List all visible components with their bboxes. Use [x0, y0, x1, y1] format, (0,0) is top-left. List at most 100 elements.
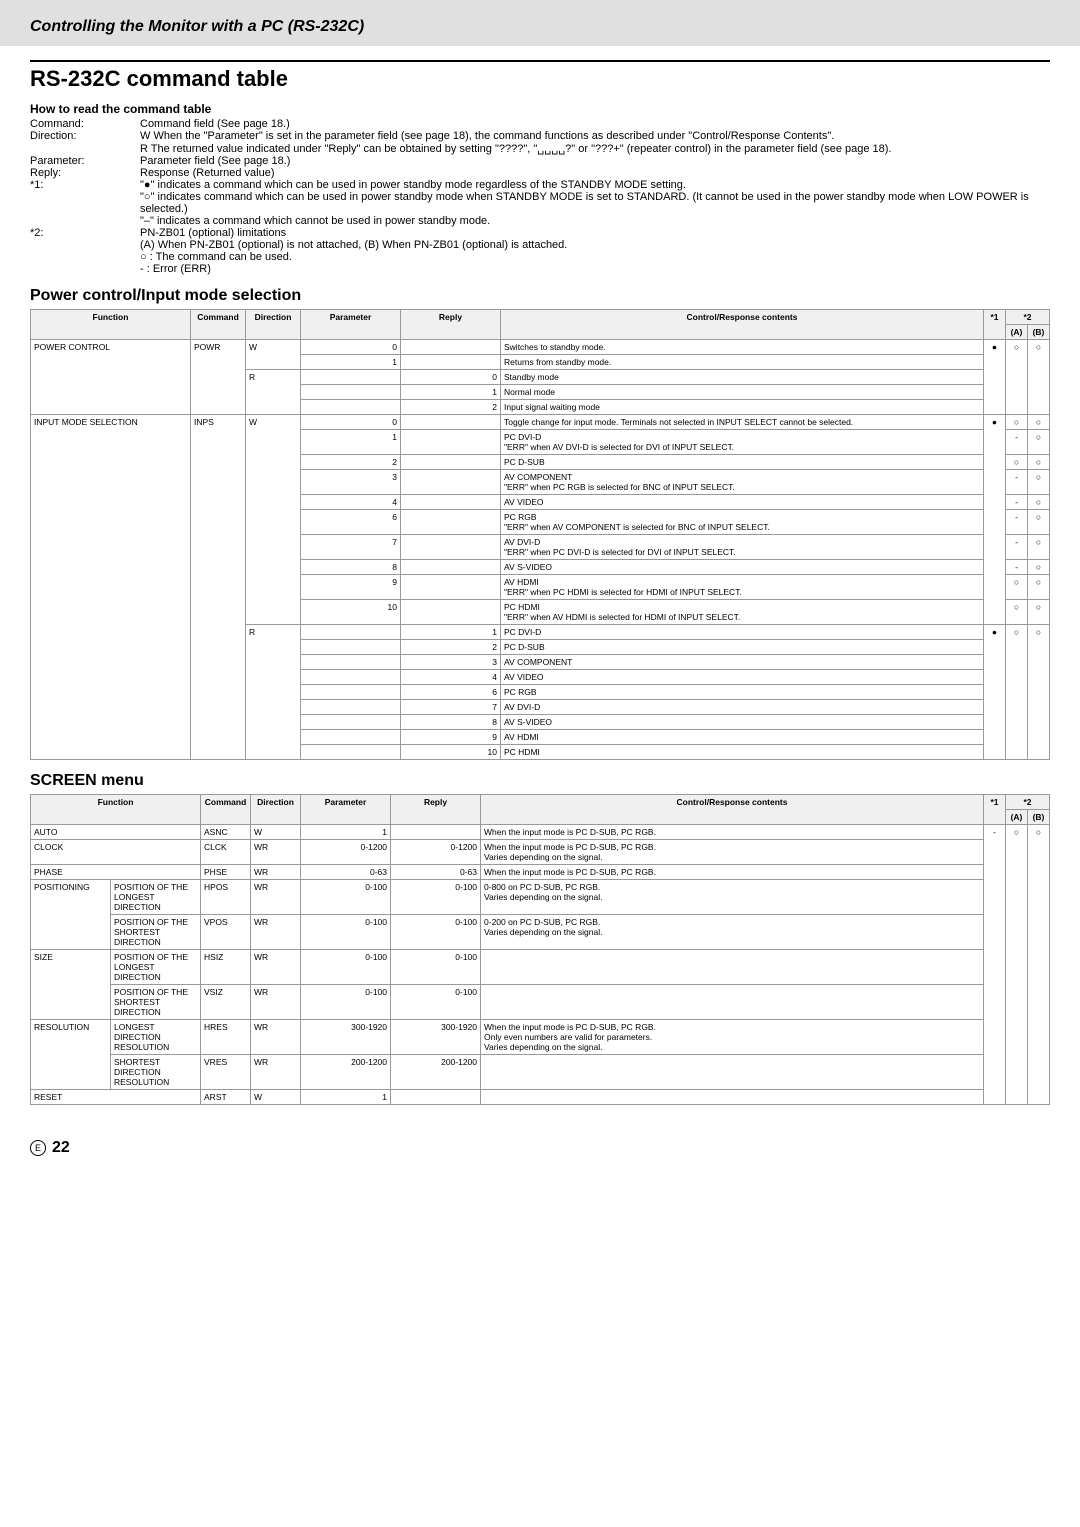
def-val: Command field (See page 18.) — [140, 118, 1050, 130]
cell: ○ — [1005, 600, 1027, 625]
cell — [301, 745, 401, 760]
cell: 7 — [301, 535, 401, 560]
cell: Normal mode — [501, 385, 984, 400]
def-val: ○ : The command can be used. — [140, 251, 1050, 263]
cell: ○ — [1027, 600, 1049, 625]
cell: 0-1200 — [301, 840, 391, 865]
cell — [301, 370, 401, 385]
cell — [301, 655, 401, 670]
cell: POSITIONING — [31, 880, 111, 950]
th-command: Command — [201, 795, 251, 825]
th-function: Function — [31, 795, 201, 825]
cell — [301, 715, 401, 730]
def-label: *2: — [30, 227, 140, 239]
cell: WR — [251, 1055, 301, 1090]
cell: AV VIDEO — [501, 670, 984, 685]
table-row: PHASE PHSEWR 0-630-63 When the input mod… — [31, 865, 1050, 880]
th-b: (B) — [1027, 810, 1049, 825]
th-command: Command — [191, 310, 246, 340]
th-s1: *1 — [983, 310, 1005, 340]
cell — [401, 415, 501, 430]
cell: HSIZ — [201, 950, 251, 985]
cell: INPUT MODE SELECTION — [31, 415, 191, 760]
def-val: Response (Returned value) — [140, 167, 1050, 179]
cell: POSITION OF THE SHORTEST DIRECTION — [111, 985, 201, 1020]
cell: 200-1200 — [301, 1055, 391, 1090]
cell: Input signal waiting mode — [501, 400, 984, 415]
cell: 0-100 — [301, 985, 391, 1020]
content: RS-232C command table How to read the co… — [0, 60, 1080, 1125]
cell: 1 — [301, 430, 401, 455]
cell: 0 — [301, 415, 401, 430]
screen-table: Function Command Direction Parameter Rep… — [30, 794, 1050, 1105]
cell: ○ — [1027, 560, 1049, 575]
cell — [301, 625, 401, 640]
cell: ○ — [1027, 495, 1049, 510]
th-direction: Direction — [251, 795, 301, 825]
cell — [401, 455, 501, 470]
cell: ASNC — [201, 825, 251, 840]
cell: 1 — [301, 355, 401, 370]
cell: ● — [983, 625, 1005, 760]
cell: POWR — [191, 340, 246, 415]
cell: WR — [251, 985, 301, 1020]
cell: PC D-SUB — [501, 640, 984, 655]
howto-title: How to read the command table — [30, 102, 1050, 116]
cell: 4 — [401, 670, 501, 685]
table-row: RESOLUTION LONGEST DIRECTION RESOLUTION … — [31, 1020, 1050, 1055]
cell: 9 — [301, 575, 401, 600]
cell: ○ — [1005, 415, 1027, 430]
cell: SHORTEST DIRECTION RESOLUTION — [111, 1055, 201, 1090]
cell: 3 — [301, 470, 401, 495]
cell: PC HDMI "ERR" when AV HDMI is selected f… — [501, 600, 984, 625]
cell: RESOLUTION — [31, 1020, 111, 1090]
th-s2: *2 — [1005, 310, 1049, 325]
cell — [301, 730, 401, 745]
cell: AV COMPONENT — [501, 655, 984, 670]
cell: R — [246, 625, 301, 760]
cell: ○ — [1027, 510, 1049, 535]
cell: INPS — [191, 415, 246, 760]
cell: W — [251, 825, 301, 840]
cell — [301, 400, 401, 415]
cell: W — [246, 340, 301, 370]
def-label: *1: — [30, 179, 140, 191]
cell — [391, 1090, 481, 1105]
def-val: W When the "Parameter" is set in the par… — [140, 130, 1050, 142]
cell: ○ — [1005, 575, 1027, 600]
cell — [401, 510, 501, 535]
cell: ARST — [201, 1090, 251, 1105]
cell — [301, 670, 401, 685]
def-label: Direction: — [30, 130, 140, 142]
section-title: SCREEN menu — [30, 772, 1050, 790]
cell: - — [1005, 535, 1027, 560]
cell: ○ — [1005, 340, 1027, 415]
def-label: Reply: — [30, 167, 140, 179]
cell: Switches to standby mode. — [501, 340, 984, 355]
cell: ○ — [1005, 455, 1027, 470]
cell: WR — [251, 865, 301, 880]
definitions: Command:Command field (See page 18.) Dir… — [30, 118, 1050, 275]
cell: 7 — [401, 700, 501, 715]
cell — [481, 1055, 984, 1090]
def-val: "–" indicates a command which cannot be … — [140, 215, 1050, 227]
cell: VRES — [201, 1055, 251, 1090]
cell: - — [1005, 495, 1027, 510]
cell: ○ — [1005, 825, 1027, 1105]
cell: AV DVI-D — [501, 700, 984, 715]
cell: WR — [251, 915, 301, 950]
cell: R — [246, 370, 301, 415]
cell: ○ — [1027, 625, 1049, 760]
cell — [401, 600, 501, 625]
cell: 9 — [401, 730, 501, 745]
cell — [481, 1090, 984, 1105]
cell: 10 — [401, 745, 501, 760]
cell: PC DVI-D — [501, 625, 984, 640]
cell — [301, 700, 401, 715]
cell — [301, 640, 401, 655]
cell: 300-1920 — [301, 1020, 391, 1055]
cell — [401, 340, 501, 355]
cell: 0 — [401, 370, 501, 385]
def-val: (A) When PN-ZB01 (optional) is not attac… — [140, 239, 1050, 251]
cell: 300-1920 — [391, 1020, 481, 1055]
